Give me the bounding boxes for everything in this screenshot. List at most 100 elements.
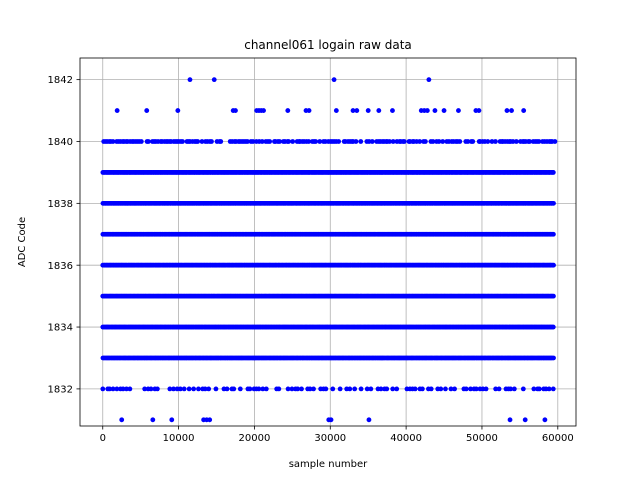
data-point [440,139,446,144]
data-point [422,139,428,144]
data-point [261,108,266,113]
data-point [285,386,291,392]
data-point [536,139,542,144]
data-point [531,386,537,392]
x-tick-label: 10000 [163,433,195,444]
data-point [245,139,250,144]
x-axis-ticks: 0 10000 20000 30000 40000 50000 60000 [100,426,574,444]
data-point [438,386,444,392]
data-point [504,108,510,113]
data-point [311,386,316,392]
data-point [337,386,343,392]
y-axis-ticks: 1832 1834 1836 1838 1840 1842 [48,75,80,395]
data-point [145,139,151,144]
data-point [259,139,265,144]
plot-frame [79,57,577,427]
data-point [330,386,336,392]
x-tick-label: 20000 [239,433,271,444]
chart-title: channel061 logain raw data [244,38,412,52]
data-point [493,139,498,144]
data-point [263,386,269,392]
data-point [424,108,430,113]
data-point [295,386,301,392]
data-point [196,386,201,392]
data-point [167,386,173,392]
data-point [233,108,238,113]
data-point [175,108,181,113]
data-point [195,139,201,144]
data-point [187,77,193,83]
data-point [401,139,407,144]
data-point [550,386,556,392]
data-point [520,386,526,392]
data-point [333,108,339,113]
data-point [473,386,479,392]
data-point [436,139,442,144]
data-point [387,139,392,144]
data-point [476,108,482,113]
data-point [286,139,291,144]
data-point [290,139,296,144]
data-point [419,386,425,392]
data-point [306,108,312,113]
data-point [441,108,447,113]
data-point [509,108,514,113]
data-point [120,386,126,392]
data-point [521,108,527,113]
y-tick-label: 1842 [48,75,73,86]
data-point [496,386,502,392]
data-point [307,386,313,392]
data-point [306,139,312,144]
data-point [369,139,375,144]
data-point [107,386,113,392]
data-point [336,139,342,144]
data-point [493,386,499,392]
data-point [202,386,208,392]
data-point [366,417,372,423]
x-tick-label: 60000 [542,433,574,444]
data-point [463,386,469,392]
data-point [352,386,358,392]
data-point [299,386,304,392]
data-point [313,139,319,144]
data-point [456,108,461,113]
data-point [394,386,400,392]
x-tick-label: 30000 [314,433,346,444]
data-point [489,139,495,144]
data-point [218,139,224,144]
data-point [231,386,237,392]
data-point [551,355,556,361]
data-point [452,386,457,392]
data-point [206,386,212,392]
data-point [551,262,556,268]
y-tick-label: 1840 [48,137,73,148]
data-point [114,108,120,113]
x-tick-label: 50000 [466,433,498,444]
data-point [376,108,382,113]
data-point [390,108,395,113]
data-point [124,386,129,392]
data-point [138,139,144,144]
data-point [551,293,556,299]
data-point [430,139,436,144]
data-point [511,386,517,392]
data-point [148,386,154,392]
data-point [250,139,256,144]
data-point [114,386,120,392]
data-point [443,386,448,392]
data-point [354,108,360,113]
y-tick-label: 1838 [48,199,73,210]
data-point [237,386,243,392]
data-point [468,386,473,392]
data-point [256,386,262,392]
data-point [331,77,337,83]
data-point [546,386,552,392]
data-point [417,139,423,144]
data-point [289,386,295,392]
data-point [365,108,371,113]
data-point [209,139,214,144]
data-point [510,139,516,144]
data-point [457,139,463,144]
data-point [483,386,489,392]
